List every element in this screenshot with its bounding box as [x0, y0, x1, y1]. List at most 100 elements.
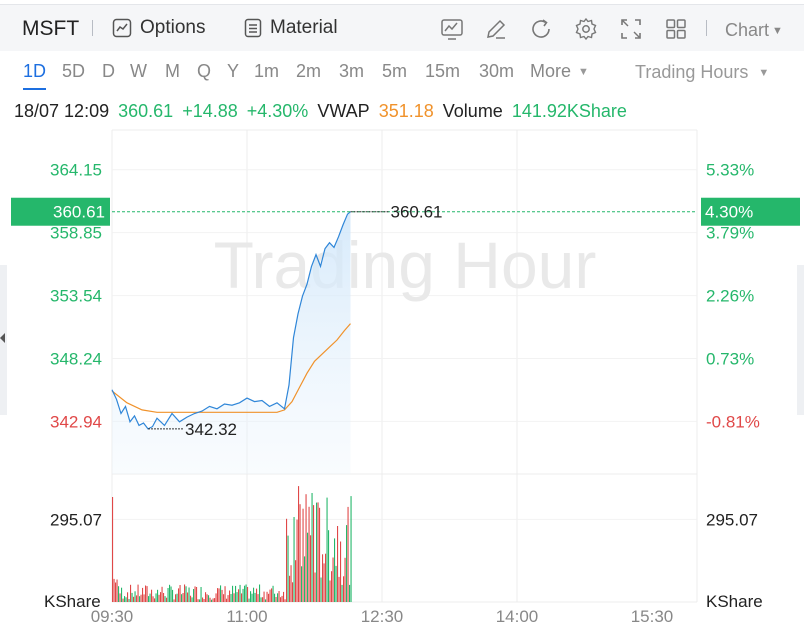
volume-bar [263, 591, 265, 602]
volume-bar [268, 593, 270, 602]
tab-period-m[interactable]: M [165, 61, 180, 81]
volume-bar [211, 599, 213, 602]
volume-bar [154, 598, 156, 602]
volume-bar [166, 597, 168, 602]
volume-bar [266, 591, 268, 602]
tab-period-y[interactable]: Y [227, 61, 240, 81]
volume-bar [278, 591, 280, 602]
draw-icon[interactable] [484, 17, 508, 41]
tab-period-1m[interactable]: 1m [254, 61, 280, 81]
volume-bar [139, 596, 141, 602]
quote-price: 360.61 [118, 101, 174, 121]
material-button[interactable]: Material [244, 17, 338, 39]
volume-bar [299, 504, 301, 602]
options-button[interactable]: Options [112, 17, 205, 39]
volume-bar [190, 595, 192, 602]
volume-bar [202, 597, 204, 602]
volume-bar [122, 598, 124, 602]
volume-bar [260, 597, 262, 602]
volume-bar [203, 599, 205, 602]
volume-bar [145, 585, 147, 602]
volume-bar [193, 589, 195, 602]
volume-bar [250, 591, 252, 602]
volume-bar [121, 587, 123, 602]
trading-hours-dropdown[interactable]: Trading Hours ▼ [635, 62, 769, 83]
price-axis-label: 358.85 [50, 224, 102, 243]
volume-bar [323, 563, 325, 602]
volume-bar [239, 584, 241, 602]
volume-bar [227, 595, 229, 602]
volume-bar [184, 584, 186, 602]
material-label: Material [270, 17, 338, 38]
indicator-icon[interactable] [440, 17, 464, 41]
current-pct-badge [701, 197, 800, 226]
volume-bar [148, 596, 150, 602]
volume-bar [247, 587, 249, 602]
volume-bar [134, 591, 136, 602]
volume-bar [175, 594, 177, 602]
volume-bar [178, 588, 180, 602]
volume-bar [332, 557, 334, 602]
price-axis-label: 348.24 [50, 349, 102, 368]
volume-bar [284, 599, 286, 602]
tab-period-5d[interactable]: 5D [62, 61, 86, 81]
tab-period-15m[interactable]: 15m [425, 61, 461, 81]
volume-bar [281, 595, 283, 602]
volume-bar [287, 535, 289, 602]
tab-period-d[interactable]: D [102, 61, 115, 81]
symbol-label[interactable]: MSFT [22, 17, 80, 40]
volume-bar [170, 586, 172, 602]
tab-period-5m[interactable]: 5m [382, 61, 408, 81]
tab-period-1d[interactable]: 1D [23, 61, 47, 90]
caret-down-icon: ▼ [758, 66, 770, 79]
quote-datetime: 18/07 12:09 [14, 101, 110, 121]
volume-bar [326, 497, 328, 602]
current-price-badge [11, 197, 110, 226]
volume-bar [206, 594, 208, 602]
volume-bar [302, 508, 304, 602]
volume-bar [331, 571, 333, 602]
volume-bar [155, 593, 157, 602]
volume-bar [296, 519, 298, 602]
volume-bar [305, 494, 307, 602]
quote-change-pct: +4.30% [246, 101, 309, 121]
layout-icon[interactable] [664, 17, 688, 41]
time-axis-label: 12:30 [361, 607, 404, 626]
volume-bar [160, 592, 162, 602]
volume-bar [157, 589, 159, 602]
volume-bar [262, 597, 264, 602]
volume-bar [280, 597, 282, 602]
volume-bar [329, 580, 331, 602]
price-axis-label: 364.15 [50, 161, 102, 180]
volume-bar [308, 506, 310, 602]
tab-period-q[interactable]: Q [197, 61, 212, 81]
material-icon [244, 18, 262, 38]
tab-period-30m[interactable]: 30m [479, 61, 515, 81]
chart-type-dropdown[interactable]: Chart ▼ [725, 20, 783, 41]
refresh-icon[interactable] [529, 17, 553, 41]
fullscreen-icon[interactable] [619, 17, 643, 41]
tab-period-2m[interactable]: 2m [296, 61, 322, 81]
time-axis-label: 09:30 [91, 607, 134, 626]
volume-bar [311, 493, 313, 602]
volume-unit-label-right: KShare [706, 592, 763, 611]
tab-period-3m[interactable]: 3m [339, 61, 365, 81]
volume-bar [185, 586, 187, 602]
quote-change: +14.88 [182, 101, 238, 121]
volume-bar [182, 593, 184, 602]
volume-bar [233, 593, 235, 602]
volume-bar [350, 496, 352, 602]
settings-icon[interactable] [574, 17, 598, 41]
tab-period-w[interactable]: W [130, 61, 147, 81]
volume-bar [304, 556, 306, 602]
tab-period-more[interactable]: More [530, 61, 572, 81]
volume-bar [136, 595, 138, 602]
volume-bar [275, 597, 277, 602]
volume-bar [257, 594, 259, 602]
watermark: Trading Hour [214, 228, 597, 302]
volume-bar [292, 582, 294, 602]
right-panel-handle[interactable] [797, 265, 804, 415]
collapse-left-icon[interactable] [0, 333, 5, 343]
volume-bar [289, 575, 291, 602]
